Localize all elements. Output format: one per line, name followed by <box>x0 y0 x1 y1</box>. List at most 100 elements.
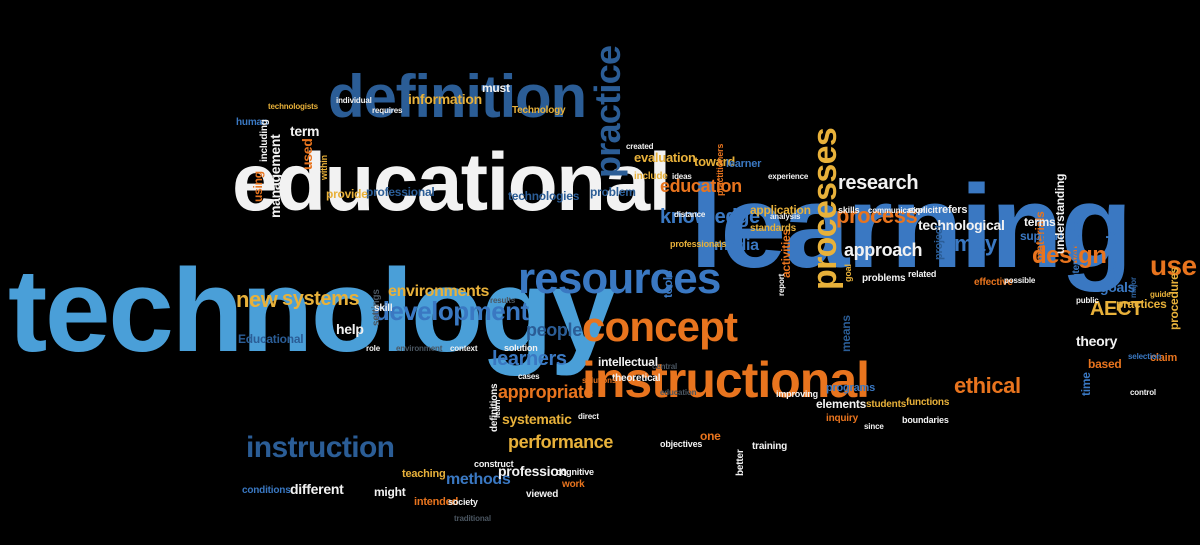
word-definition-3: definition <box>328 63 587 130</box>
word-improving-58: improving <box>776 389 818 400</box>
word-professionals-76: professionals <box>670 239 727 250</box>
word-better-60: better <box>735 449 746 476</box>
word-experience-106: experience <box>768 172 809 182</box>
word-toward-35: toward <box>694 153 736 169</box>
word-learner-73: learner <box>726 157 762 170</box>
word-effective-78: effective <box>974 276 1013 288</box>
word-evaluation-34: evaluation <box>634 149 696 165</box>
word-environments-20: environments <box>388 283 490 301</box>
word-individual-108: individual <box>336 96 372 106</box>
word-objectives-125: objectives <box>660 439 703 450</box>
word-ideas-103: ideas <box>672 172 692 182</box>
word-teaching-63: teaching <box>402 467 446 480</box>
word-communication-107: communication <box>868 206 926 216</box>
word-instructional-4: instructional <box>582 351 870 408</box>
word-training-61: training <box>752 440 788 452</box>
word-environment-114: environment <box>396 344 443 354</box>
word-technological-27: technological <box>918 217 1005 234</box>
word-concept-6: concept <box>582 303 738 351</box>
word-direct-124: direct <box>578 412 599 422</box>
word-skill-112: skill <box>374 302 393 314</box>
word-inquiry-91: inquiry <box>826 412 858 424</box>
word-educational-44: Educational <box>238 331 304 346</box>
word-support-53: support <box>1020 228 1063 243</box>
word-goal-101: goal <box>843 264 853 282</box>
word-students-90: students <box>866 398 907 410</box>
word-means-88: means <box>839 315 853 352</box>
word-different-42: different <box>290 481 344 498</box>
word-claim-80: claim <box>1150 351 1178 364</box>
word-intellectual-40: intellectual <box>598 354 658 369</box>
word-related-96: related <box>908 269 937 280</box>
word-problems-77: problems <box>862 272 906 284</box>
word-learning-1: learning <box>690 160 1132 293</box>
word-control-99: control <box>1130 388 1156 398</box>
word-education-121: education <box>660 388 697 398</box>
word-systems-19: systems <box>282 288 360 310</box>
word-boundaries-92: boundaries <box>902 415 949 426</box>
word-traditional-132: traditional <box>454 514 491 524</box>
word-process-12: process <box>836 203 918 229</box>
word-profession-39: profession <box>498 463 567 480</box>
word-development-10: development <box>374 295 529 326</box>
word-elements-56: elements <box>816 396 867 411</box>
word-may-15: may <box>954 231 997 257</box>
word-intended-64: intended <box>414 495 459 508</box>
word-management-31: management <box>267 134 283 218</box>
word-approach-26: approach <box>844 239 923 260</box>
word-technologists-70: technologists <box>268 102 318 112</box>
word-distance-104: distance <box>674 210 706 220</box>
word-solutions-118: solutions <box>582 376 617 386</box>
word-activities-50: activities <box>779 229 793 278</box>
word-ethical-25: ethical <box>954 373 1021 399</box>
word-educational-2: educational <box>232 137 671 229</box>
word-interventions-84: interventions <box>1071 221 1082 282</box>
word-terms-52: terms <box>1024 214 1056 229</box>
word-including-110: including <box>259 119 270 162</box>
word-based-54: based <box>1088 356 1122 371</box>
word-theory-29: theory <box>1076 333 1118 350</box>
word-society-130: society <box>448 497 478 508</box>
word-research-11: research <box>838 172 919 194</box>
word-performance-24: performance <box>508 431 614 452</box>
word-problem-48: problem <box>590 184 636 199</box>
word-appropriate-23: appropriate <box>498 381 594 402</box>
word-using-68: using <box>251 171 265 202</box>
word-practice-7: practice <box>587 45 628 178</box>
word-systematic-37: systematic <box>502 411 572 428</box>
word-practitioners-133: practitioners <box>715 143 725 196</box>
word-aect-28: AECT <box>1090 298 1143 320</box>
word-tools-51: tools <box>661 270 675 298</box>
word-created-102: created <box>626 142 654 152</box>
word-term-32: term <box>290 123 320 140</box>
word-cases-119: cases <box>518 372 540 382</box>
word-professional-45: professional <box>366 184 435 199</box>
word-since-135: since <box>864 422 884 432</box>
word-work-129: work <box>562 478 585 490</box>
word-help-43: help <box>336 321 364 338</box>
word-media-36: media <box>714 237 759 255</box>
word-refers-81: refers <box>938 203 968 216</box>
word-guide-87: guide <box>1150 290 1171 300</box>
word-standards-75: standards <box>750 222 796 234</box>
word-solution-117: solution <box>504 343 538 354</box>
word-understanding-83: understanding <box>1053 173 1067 254</box>
word-resources-5: resources <box>518 253 721 303</box>
word-skills-93: skills <box>838 205 860 216</box>
word-use-14: use <box>1150 250 1197 282</box>
word-explicit-94: explicit <box>908 205 938 216</box>
word-instruction-9: instruction <box>246 430 395 464</box>
word-conditions-127: conditions <box>242 484 291 496</box>
word-one-59: one <box>700 428 721 443</box>
word-public-85: public <box>1076 296 1099 306</box>
word-methods-38: methods <box>446 471 511 489</box>
word-report-134: report <box>777 273 786 296</box>
word-cognitive-128: cognitive <box>556 467 594 478</box>
word-design-13: design <box>1032 241 1107 269</box>
word-practices-79: practices <box>1116 296 1167 311</box>
word-application-74: application <box>750 202 811 217</box>
word-requires-109: requires <box>372 106 403 116</box>
word-major-100: major <box>1129 277 1138 298</box>
word-time-55: time <box>1079 372 1093 396</box>
